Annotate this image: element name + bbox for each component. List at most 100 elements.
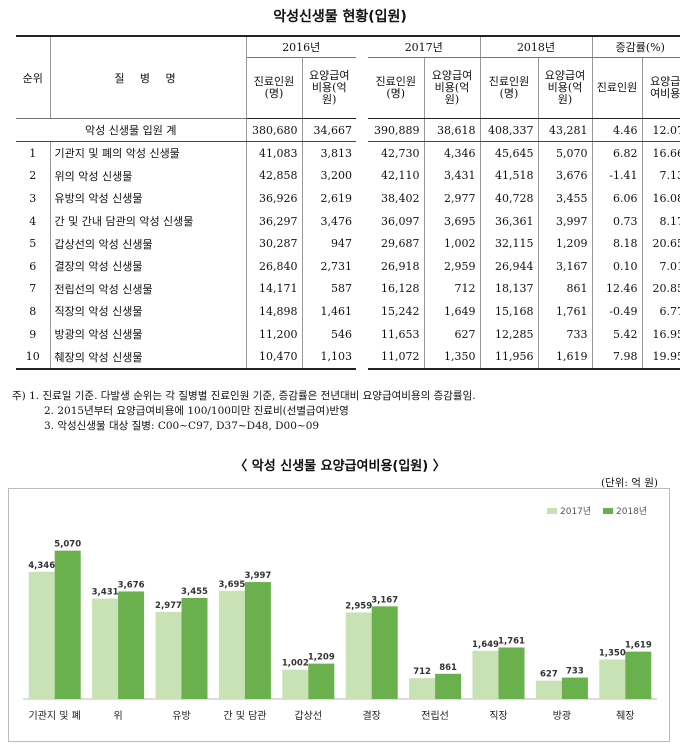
table-cell: 2,731	[320, 259, 353, 273]
table-cell: 14,171	[246, 277, 303, 301]
table-cell: 2,959	[424, 254, 481, 278]
table-cell: 42,730	[368, 141, 425, 165]
table-cell: 결장의 악성 신생물	[50, 254, 247, 278]
data-label: 5,070	[54, 540, 81, 550]
table-cell: 38,618	[424, 118, 481, 142]
table-row: 10 췌장의 악성 신생물 10,470 1,103 11,072 1,350 11,956…	[16, 345, 680, 370]
data-label: 733	[566, 667, 584, 677]
header-2017-patients: 진료인원(명)	[368, 57, 425, 119]
data-label: 3,676	[118, 580, 145, 590]
table-cell: 5,070	[538, 141, 593, 165]
bar-2017년	[92, 598, 119, 699]
table-cell: 15,168	[480, 300, 539, 323]
table-cell: 3,167	[538, 254, 593, 278]
chart-panel: 4,346 5,070 기관지 및 폐 3,431 3,676 위 2,977 3,455 유방…	[8, 488, 670, 742]
total-row: 악성 신생물 입원 계 380,680 34,667 390,889 38,61…	[16, 118, 680, 142]
header-change: 증감률(%)	[592, 36, 680, 58]
header-change-cost: 요양급여비용	[642, 57, 680, 119]
table-cell: 38,402	[368, 187, 425, 210]
table-cell: 12.07	[642, 118, 680, 142]
table-cell: 3,431	[424, 164, 481, 188]
header-2018-cost: 요양급여비용(억 원)	[538, 57, 593, 119]
legend-label: 2018년	[616, 506, 647, 517]
category-label: 갑상선	[294, 710, 322, 722]
bar-2017년	[535, 680, 562, 699]
table-cell: 15,242	[368, 300, 425, 323]
legend-swatch	[603, 508, 613, 514]
header-disease: 질 병 명	[50, 36, 247, 119]
bar-2018년	[435, 673, 462, 699]
bar-2017년	[472, 650, 499, 699]
data-label: 1,209	[308, 653, 335, 663]
bar-2017년	[28, 571, 55, 699]
table-cell: 1,461	[320, 304, 353, 318]
table-cell: 20.65	[652, 237, 680, 251]
header-2017-cost: 요양급여비용(억 원)	[424, 57, 481, 119]
category-label: 췌장	[616, 710, 634, 722]
table-cell: 29,687	[368, 232, 425, 255]
table-cell: 20.85	[652, 282, 680, 296]
table-cell: 18,137	[480, 277, 539, 301]
legend-label: 2017년	[560, 506, 591, 517]
table-cell: 390,889	[368, 118, 425, 142]
table-cell: 0.10	[592, 254, 643, 278]
table-cell: 30,287	[246, 232, 303, 255]
data-label: 3,997	[244, 571, 271, 581]
table-cell: 34,667	[302, 118, 356, 142]
table-cell: 5.42	[592, 322, 643, 346]
table-cell: 1,002	[424, 232, 481, 255]
bar-2018년	[181, 597, 208, 699]
table-cell: 12.46	[592, 277, 643, 301]
header-2018: 2018년	[480, 36, 593, 58]
table-cell: 11,956	[480, 345, 539, 370]
chart-unit: (단위: 억 원)	[600, 477, 658, 489]
table-cell: 방광의 악성 신생물	[50, 322, 247, 346]
table-cell: 11,072	[368, 345, 425, 370]
bar-2018년	[625, 651, 652, 699]
table-cell: 8	[16, 300, 51, 323]
table-title: 악성신생물 현황(입원)	[273, 9, 407, 25]
table-body: 악성 신생물 입원 계 380,680 34,667 390,889 38,61…	[16, 118, 680, 370]
table-cell: 16.08	[652, 191, 680, 205]
table-cell: 14,898	[246, 300, 303, 323]
table-row: 3 유방의 악성 신생물 36,926 2,619 38,402 2,977 40,728 3…	[16, 187, 680, 210]
table-cell: 4.46	[592, 118, 643, 142]
data-label: 1,619	[625, 641, 652, 651]
category-label: 전립선	[421, 709, 449, 722]
table-cell: 380,680	[246, 118, 303, 142]
header-2016: 2016년	[246, 36, 356, 58]
table-cell: 36,361	[480, 209, 539, 233]
table-cell: 587	[331, 282, 352, 296]
table-cell: 2	[16, 164, 51, 188]
table-cell: 1	[16, 141, 51, 165]
data-label: 861	[439, 663, 457, 673]
table-cell: 36,097	[368, 209, 425, 233]
table-cell: 26,840	[246, 254, 303, 278]
table-cell: 3,476	[320, 214, 353, 228]
table-row: 6 결장의 악성 신생물 26,840 2,731 26,918 2,959 26,944 3…	[16, 254, 680, 278]
table-cell: 3,997	[538, 209, 593, 233]
table-cell: 2,619	[320, 191, 353, 205]
table-cell: 11,653	[368, 322, 425, 346]
header-change-patients: 진료인원	[592, 57, 643, 119]
table-cell: 861	[538, 277, 593, 301]
data-label: 3,431	[92, 588, 119, 598]
header-2018-patients: 진료인원(명)	[480, 57, 539, 119]
table-cell: 7.01	[659, 259, 680, 273]
table-cell: 기관지 및 폐의 악성 신생물	[50, 141, 247, 165]
table-cell: 6.06	[592, 187, 643, 210]
header-rank: 순위	[16, 36, 51, 119]
table-row: 5 갑상선의 악성 신생물 30,287 947 29,687 1,002 32,115 1,…	[16, 232, 680, 255]
table-cell: 36,297	[246, 209, 303, 233]
chart-title: 〈 악성 신생물 요양급여비용(입원) 〉	[234, 459, 446, 474]
category-label: 기관지 및 폐	[29, 710, 81, 722]
footnote-1: 주) 1. 진료일 기준. 다발생 순위는 각 질병별 진료인원 기준, 증감률…	[12, 390, 476, 402]
table-cell: 간 및 간내 담관의 악성 신생물	[50, 209, 247, 233]
data-label: 2,977	[155, 601, 182, 611]
table-cell: 733	[538, 322, 593, 346]
table-cell: 췌장의 악성 신생물	[50, 345, 247, 370]
table-cell: 3,813	[320, 146, 353, 160]
category-label: 유방	[172, 710, 190, 722]
legend-swatch	[547, 508, 557, 514]
data-label: 3,167	[371, 595, 398, 605]
